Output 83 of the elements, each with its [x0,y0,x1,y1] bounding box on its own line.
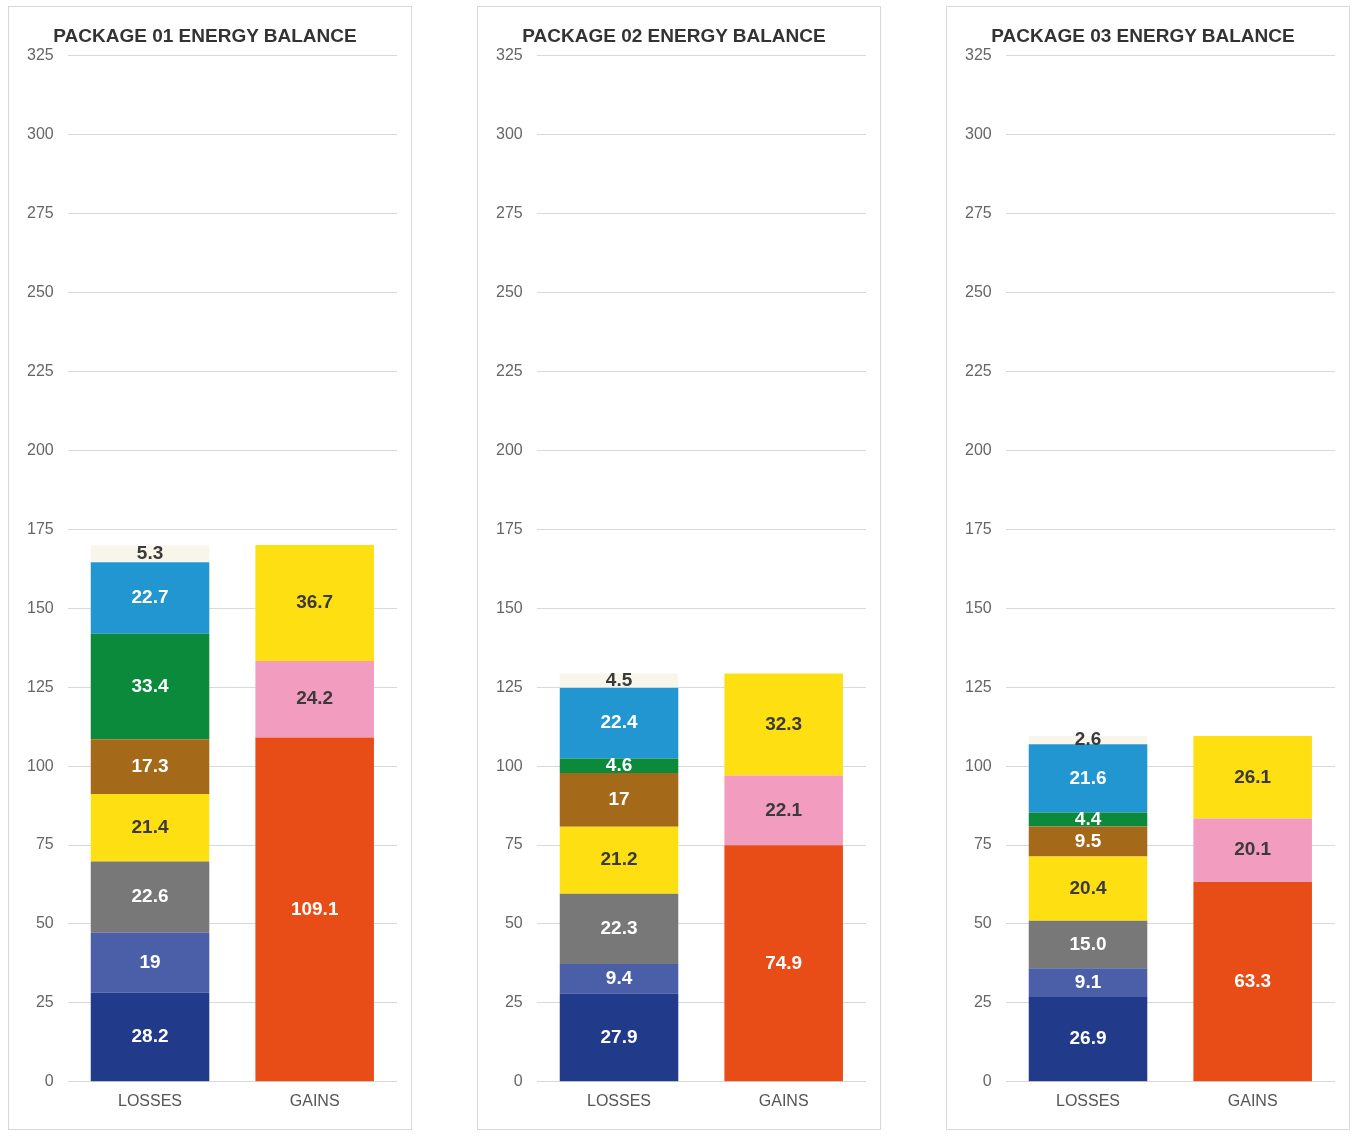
data-label: 32.3 [765,712,803,734]
y-tick-label: 225 [26,361,54,379]
y-tick-label: 300 [964,125,992,143]
y-tick-label: 50 [35,914,54,932]
data-label: 5.3 [136,542,164,564]
y-tick-label: 125 [495,677,523,695]
data-label: 4.6 [605,754,633,776]
y-tick-label: 175 [964,519,992,537]
y-tick-label: 325 [964,46,992,64]
data-label: 17.3 [131,754,169,776]
data-label: 20.4 [1069,876,1107,898]
data-label: 22.4 [600,711,638,733]
y-tick-label: 25 [504,993,523,1011]
y-tick-label: 0 [982,1072,992,1090]
y-tick-label: 150 [26,598,54,616]
y-tick-label: 0 [44,1072,54,1090]
y-tick-label: 175 [26,519,54,537]
y-tick-label: 250 [26,282,54,300]
x-tick-label: LOSSES [1056,1091,1121,1109]
data-label: 26.1 [1234,765,1272,787]
data-label: 26.9 [1069,1027,1107,1049]
data-label: 9.5 [1074,829,1102,851]
y-tick-label: 275 [495,204,523,222]
y-tick-label: 325 [495,46,523,64]
data-label: 22.7 [131,586,169,608]
x-tick-label: GAINS [758,1091,809,1109]
chart-title: PACKAGE 03 ENERGY BALANCE [991,24,1295,46]
data-label: 19 [139,951,161,973]
y-tick-label: 250 [495,282,523,300]
x-tick-label: LOSSES [118,1091,183,1109]
data-label: 28.2 [131,1025,169,1047]
chart-title: PACKAGE 01 ENERGY BALANCE [53,24,357,46]
data-label: 4.4 [1074,807,1102,829]
y-tick-label: 175 [495,519,523,537]
data-label: 22.3 [600,917,638,939]
data-label: 22.1 [765,798,803,820]
y-tick-label: 200 [495,440,523,458]
y-tick-label: 100 [964,756,992,774]
y-tick-label: 150 [964,598,992,616]
chart-title: PACKAGE 02 ENERGY BALANCE [522,24,826,46]
y-tick-label: 0 [513,1072,523,1090]
data-label: 21.2 [600,848,638,870]
y-tick-label: 225 [964,361,992,379]
y-tick-label: 125 [964,677,992,695]
data-label: 27.9 [600,1025,638,1047]
data-label: 63.3 [1234,969,1272,991]
y-tick-label: 300 [26,125,54,143]
data-label: 22.6 [131,885,169,907]
y-tick-label: 25 [973,993,992,1011]
data-label: 9.4 [605,967,633,989]
x-tick-label: GAINS [289,1091,340,1109]
data-label: 74.9 [765,951,803,973]
y-tick-label: 300 [495,125,523,143]
y-tick-label: 250 [964,282,992,300]
y-tick-label: 225 [495,361,523,379]
data-label: 33.4 [131,674,169,696]
data-label: 21.4 [131,815,169,837]
data-label: 4.5 [605,668,633,690]
x-tick-label: LOSSES [587,1091,652,1109]
y-tick-label: 125 [26,677,54,695]
data-label: 21.6 [1069,766,1107,788]
data-label: 17 [608,788,630,810]
y-tick-label: 200 [26,440,54,458]
y-tick-label: 75 [504,835,523,853]
y-tick-label: 200 [964,440,992,458]
data-label: 15.0 [1069,932,1107,954]
x-tick-label: GAINS [1227,1091,1278,1109]
data-label: 20.1 [1234,838,1272,860]
y-tick-label: 100 [495,756,523,774]
y-tick-label: 275 [964,204,992,222]
y-tick-label: 275 [26,204,54,222]
y-tick-label: 325 [26,46,54,64]
y-tick-label: 50 [504,914,523,932]
data-label: 36.7 [296,591,334,613]
y-tick-label: 25 [35,993,54,1011]
y-tick-label: 150 [495,598,523,616]
y-tick-label: 75 [35,835,54,853]
y-tick-label: 100 [26,756,54,774]
data-label: 9.1 [1074,970,1102,992]
data-label: 109.1 [290,897,339,919]
y-tick-label: 75 [973,835,992,853]
y-tick-label: 50 [973,914,992,932]
data-label: 24.2 [296,687,334,709]
